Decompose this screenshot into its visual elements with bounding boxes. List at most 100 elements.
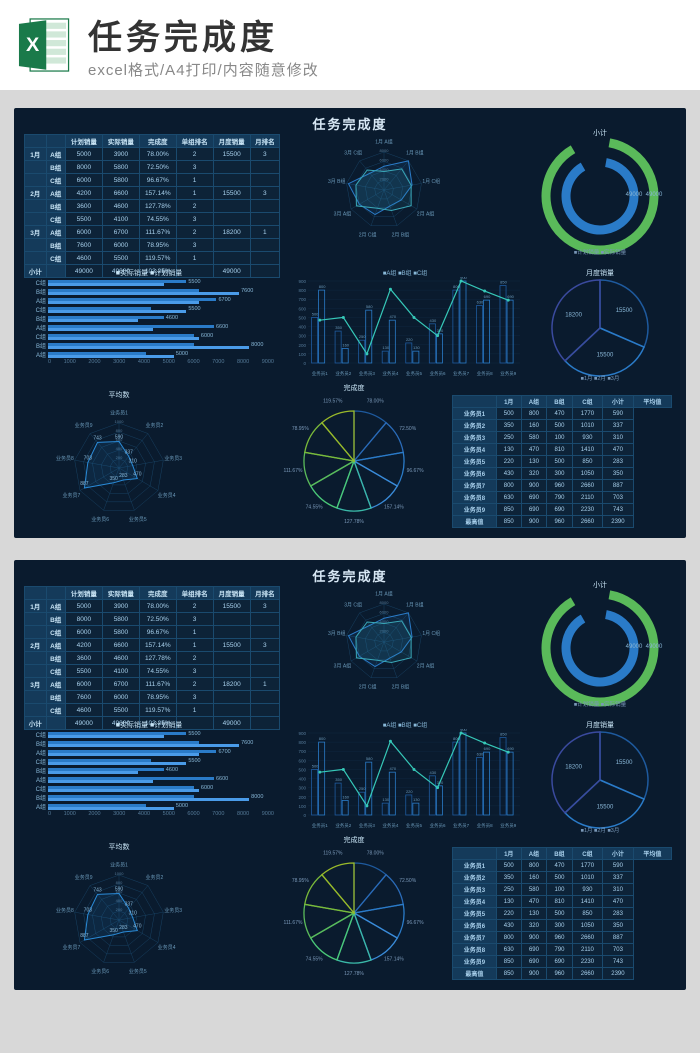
svg-text:220: 220: [406, 789, 413, 794]
svg-text:2月 A组: 2月 A组: [417, 662, 435, 669]
svg-text:业务员3: 业务员3: [359, 822, 375, 829]
svg-text:78.00%: 78.00%: [367, 399, 385, 405]
svg-text:310: 310: [129, 911, 138, 917]
svg-text:3月 C组: 3月 C组: [344, 602, 362, 609]
svg-text:业务员4: 业务员4: [158, 944, 176, 951]
svg-text:111.67%: 111.67%: [283, 920, 303, 926]
svg-text:6000: 6000: [380, 610, 390, 615]
svg-text:1月 A组: 1月 A组: [375, 590, 393, 597]
svg-text:15500: 15500: [616, 308, 633, 314]
svg-text:■计划销量 ■实际销量: ■计划销量 ■实际销量: [574, 700, 627, 708]
svg-text:业务员1: 业务员1: [110, 861, 128, 868]
svg-text:3月 A组: 3月 A组: [334, 662, 352, 669]
svg-text:2月 C组: 2月 C组: [359, 683, 377, 690]
svg-text:500: 500: [312, 311, 319, 316]
svg-text:业务员5: 业务员5: [406, 370, 422, 377]
svg-text:590: 590: [115, 886, 124, 892]
header-subtitle: excel格式/A4打印/内容随意修改: [88, 59, 319, 80]
svg-text:580: 580: [366, 756, 373, 761]
svg-text:74.55%: 74.55%: [306, 504, 324, 510]
svg-text:200: 200: [298, 795, 306, 800]
svg-text:100: 100: [298, 804, 306, 809]
svg-text:2月 A组: 2月 A组: [417, 210, 435, 217]
svg-text:■计划销量 ■实际销量: ■计划销量 ■实际销量: [574, 248, 627, 256]
svg-text:350: 350: [109, 476, 118, 482]
svg-text:430: 430: [430, 318, 437, 323]
radar-chart-average: 平均数 业务员1业务员2业务员3业务员4业务员5业务员6业务员7业务员8业务员9…: [44, 842, 194, 982]
svg-text:250: 250: [359, 334, 366, 339]
svg-text:350: 350: [109, 928, 118, 934]
svg-text:49000: 49000: [646, 192, 663, 198]
radar-chart-top: 1月 A组1月 B组1月 C组2月 A组2月 B组2月 C组3月 A组3月 B组…: [314, 582, 454, 702]
excel-icon: X: [14, 14, 76, 76]
svg-text:■1月 ■2月 ■3月: ■1月 ■2月 ■3月: [581, 375, 620, 382]
svg-text:470: 470: [133, 924, 142, 930]
svg-text:100: 100: [298, 352, 306, 357]
svg-text:业务员6: 业务员6: [430, 822, 446, 829]
svg-text:业务员8: 业务员8: [56, 455, 74, 462]
svg-text:470: 470: [133, 472, 142, 478]
svg-text:业务员3: 业务员3: [164, 907, 182, 914]
svg-text:220: 220: [406, 337, 413, 342]
svg-text:1000: 1000: [115, 871, 125, 876]
svg-text:96.67%: 96.67%: [407, 468, 425, 474]
svg-text:78.00%: 78.00%: [367, 851, 385, 857]
svg-text:200: 200: [298, 343, 306, 348]
horizontal-bar-chart: ■实际销量 ■计划销量 C组5500B组7600A组6700C组5500B组46…: [24, 720, 274, 820]
svg-text:283: 283: [119, 925, 128, 931]
svg-text:630: 630: [477, 300, 484, 305]
svg-text:130: 130: [413, 345, 420, 350]
svg-text:74.55%: 74.55%: [306, 956, 324, 962]
svg-text:业务员5: 业务员5: [129, 516, 147, 523]
svg-text:690: 690: [484, 746, 491, 751]
svg-text:业务员8: 业务员8: [477, 370, 493, 377]
svg-text:160: 160: [342, 342, 349, 347]
svg-text:119.57%: 119.57%: [323, 851, 343, 857]
svg-text:业务员8: 业务员8: [56, 907, 74, 914]
svg-text:800: 800: [319, 736, 326, 741]
svg-text:743: 743: [93, 887, 102, 893]
svg-text:470: 470: [389, 766, 396, 771]
svg-text:业务员9: 业务员9: [75, 874, 93, 881]
svg-text:630: 630: [477, 752, 484, 757]
svg-text:6000: 6000: [380, 158, 390, 163]
dashboard-preview-2: 任务完成度 计划销量实际销量完成度单组排名月度销量月排名1月A组50003900…: [14, 560, 686, 990]
svg-text:127.78%: 127.78%: [344, 971, 364, 975]
svg-text:500: 500: [312, 763, 319, 768]
dashboard-preview-1: 任务完成度 计划销量实际销量完成度单组排名月度销量月排名1月A组50003900…: [14, 108, 686, 538]
svg-text:130: 130: [382, 345, 389, 350]
svg-text:业务员2: 业务员2: [335, 822, 351, 829]
svg-text:700: 700: [298, 749, 306, 754]
svg-text:800: 800: [319, 284, 326, 289]
svg-text:业务员9: 业务员9: [500, 370, 516, 377]
svg-text:业务员7: 业务员7: [453, 822, 469, 829]
svg-text:业务员9: 业务员9: [500, 822, 516, 829]
svg-text:600: 600: [298, 306, 306, 311]
svg-text:337: 337: [125, 449, 134, 455]
svg-text:500: 500: [298, 767, 306, 772]
svg-text:业务员8: 业务员8: [477, 822, 493, 829]
svg-text:800: 800: [116, 428, 123, 433]
svg-text:283: 283: [119, 473, 128, 479]
svg-text:350: 350: [335, 777, 342, 782]
template-header: X 任务完成度 excel格式/A4打印/内容随意修改: [0, 0, 700, 90]
svg-text:700: 700: [298, 297, 306, 302]
svg-text:业务员3: 业务员3: [359, 370, 375, 377]
monthly-sales-pie: 月度销量 155001550018200■1月 ■2月 ■3月: [530, 268, 670, 383]
main-data-table: 计划销量实际销量完成度单组排名月度销量月排名1月A组5000390078.00%…: [24, 586, 280, 730]
svg-text:业务员6: 业务员6: [430, 370, 446, 377]
svg-text:1月 C组: 1月 C组: [422, 178, 440, 185]
svg-text:业务员5: 业务员5: [129, 968, 147, 975]
svg-text:300: 300: [298, 786, 306, 791]
svg-text:18200: 18200: [565, 313, 582, 319]
svg-text:业务员1: 业务员1: [110, 409, 128, 416]
svg-text:96.67%: 96.67%: [407, 920, 425, 926]
svg-text:78.95%: 78.95%: [292, 878, 310, 884]
detail-table: 1月A组B组C组小计平均值业务员15008004701770590业务员2350…: [452, 395, 672, 528]
svg-text:703: 703: [84, 908, 93, 914]
svg-text:430: 430: [430, 770, 437, 775]
completion-pie: 完成度 78.00%72.50%96.67%157.14%127.78%74.5…: [274, 835, 434, 980]
svg-text:1月 A组: 1月 A组: [375, 138, 393, 145]
combo-bar-line-chart: ■A组 ■B组 ■C组 0100200300400500600700800900…: [290, 720, 520, 830]
svg-text:49000: 49000: [626, 644, 643, 650]
